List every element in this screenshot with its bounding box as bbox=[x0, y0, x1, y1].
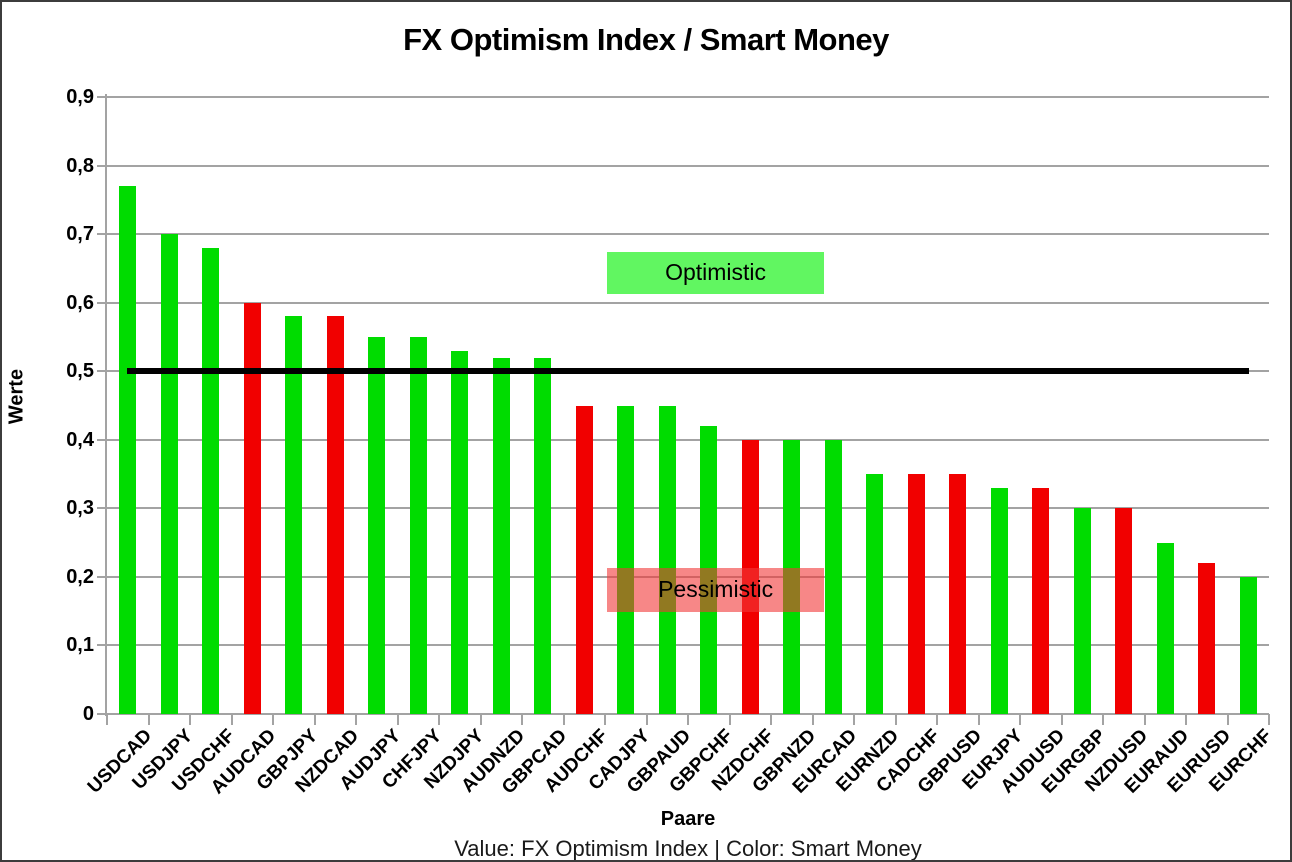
bar-EURCAD bbox=[824, 439, 842, 714]
y-axis-line bbox=[105, 94, 107, 716]
y-axis-tick bbox=[97, 164, 114, 167]
gridline bbox=[107, 438, 1269, 441]
x-axis-tick bbox=[894, 714, 897, 725]
x-axis-tick bbox=[1268, 714, 1270, 725]
bar-NZDJPY bbox=[451, 350, 469, 714]
y-tick-label: 0,4 bbox=[66, 428, 94, 451]
chart-title: FX Optimism Index / Smart Money bbox=[403, 22, 889, 57]
x-axis-tick bbox=[770, 714, 772, 725]
gridline bbox=[107, 301, 1269, 304]
bar-AUDUSD bbox=[1032, 487, 1050, 714]
y-tick-label: 0,5 bbox=[66, 360, 94, 383]
y-axis-tick bbox=[97, 301, 114, 304]
reference-line bbox=[126, 368, 1250, 375]
x-axis-tick bbox=[438, 714, 440, 725]
x-axis-tick bbox=[479, 714, 482, 725]
chart-caption: Value: FX Optimism Index | Color: Smart … bbox=[454, 836, 922, 861]
y-axis-tick bbox=[97, 96, 114, 99]
bar-AUDNZD bbox=[492, 357, 510, 714]
gridline bbox=[107, 96, 1269, 99]
x-axis-tick bbox=[977, 714, 980, 725]
y-axis-tick bbox=[97, 233, 114, 236]
x-axis-tick bbox=[1102, 714, 1104, 725]
x-axis-tick bbox=[853, 714, 855, 725]
y-tick-label: 0 bbox=[82, 703, 94, 725]
x-axis-tick bbox=[811, 714, 814, 725]
zone-box-optimistic: Optimistic bbox=[607, 251, 825, 294]
y-tick-label: 0,2 bbox=[66, 565, 94, 588]
x-axis-tick bbox=[272, 714, 274, 725]
gridline bbox=[107, 507, 1269, 510]
x-axis-tick bbox=[147, 714, 150, 725]
x-axis-tick bbox=[355, 714, 357, 725]
y-tick-label: 0,8 bbox=[66, 154, 94, 177]
y-tick-label: 0,6 bbox=[66, 291, 94, 314]
y-tick-label: 0,1 bbox=[66, 634, 94, 657]
y-axis-tick bbox=[97, 713, 114, 715]
bar-CADCHF bbox=[907, 474, 925, 714]
bar-EURCHF bbox=[1239, 576, 1257, 714]
y-axis-title: Werte bbox=[5, 368, 28, 425]
bar-EURUSD bbox=[1198, 563, 1216, 714]
x-axis-tick bbox=[230, 714, 233, 725]
x-axis-tick bbox=[189, 714, 191, 725]
x-axis-tick bbox=[687, 714, 689, 725]
x-axis-tick bbox=[1019, 714, 1021, 725]
bar-AUDCHF bbox=[575, 405, 593, 714]
gridline bbox=[107, 644, 1269, 647]
bar-AUDCAD bbox=[243, 302, 261, 714]
y-tick-label: 0,9 bbox=[66, 86, 94, 109]
x-axis-tick bbox=[728, 714, 731, 725]
bar-EURGBP bbox=[1073, 508, 1091, 714]
bar-CADJPY bbox=[617, 405, 635, 714]
y-axis-tick bbox=[97, 370, 114, 373]
bar-USDCAD bbox=[119, 186, 137, 714]
x-axis-tick bbox=[106, 714, 108, 725]
bar-GBPJPY bbox=[285, 316, 303, 714]
bar-GBPUSD bbox=[949, 474, 967, 714]
x-axis-tick bbox=[396, 714, 399, 725]
x-axis-tick bbox=[645, 714, 648, 725]
bar-EURAUD bbox=[1156, 542, 1174, 714]
y-axis-tick bbox=[97, 575, 114, 578]
x-axis-line bbox=[97, 713, 1269, 715]
x-axis-tick bbox=[1143, 714, 1146, 725]
y-axis-tick bbox=[97, 507, 114, 510]
bar-AUDJPY bbox=[368, 336, 386, 714]
x-axis-tick bbox=[521, 714, 523, 725]
gridline bbox=[107, 164, 1269, 167]
x-axis-tick bbox=[936, 714, 938, 725]
bar-USDCHF bbox=[202, 247, 220, 714]
x-axis-tick bbox=[313, 714, 316, 725]
bar-NZDCAD bbox=[326, 316, 344, 714]
bar-CHFJPY bbox=[409, 336, 427, 714]
x-axis-tick bbox=[1060, 714, 1063, 725]
bar-GBPAUD bbox=[658, 405, 676, 714]
y-axis-tick bbox=[97, 438, 114, 441]
bar-NZDUSD bbox=[1115, 508, 1133, 714]
y-tick-label: 0,7 bbox=[66, 223, 94, 246]
x-axis-tick bbox=[604, 714, 606, 725]
x-axis-tick bbox=[1226, 714, 1229, 725]
gridline bbox=[107, 233, 1269, 236]
y-axis-tick bbox=[97, 644, 114, 647]
x-axis-tick bbox=[1185, 714, 1187, 725]
bar-EURJPY bbox=[990, 487, 1008, 714]
bar-USDJPY bbox=[160, 234, 178, 714]
x-axis-tick bbox=[562, 714, 565, 725]
bar-GBPCAD bbox=[534, 357, 552, 714]
x-axis-title: Paare bbox=[660, 808, 716, 830]
y-tick-label: 0,3 bbox=[66, 497, 94, 520]
bar-EURNZD bbox=[866, 474, 884, 714]
zone-box-pessimistic: Pessimistic bbox=[607, 567, 825, 612]
